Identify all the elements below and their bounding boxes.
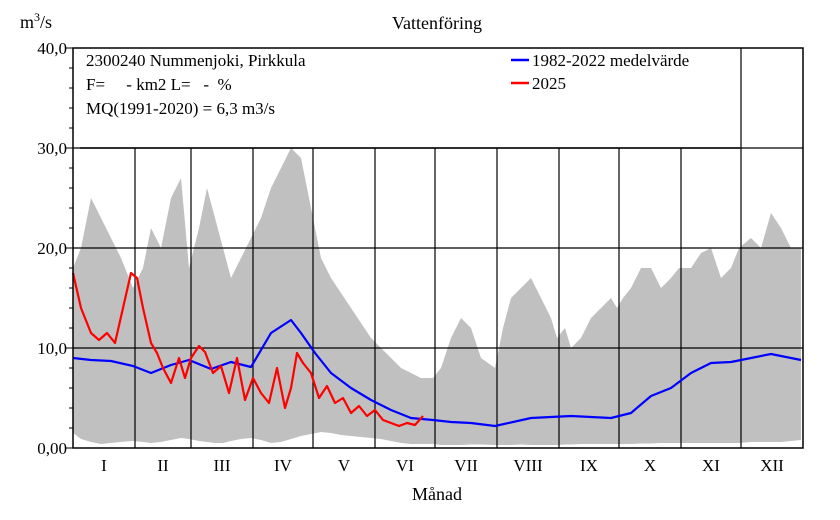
legend-current-label: 2025 xyxy=(532,74,566,93)
legend-mean-label: 1982-2022 medelvärde xyxy=(532,51,689,70)
mean-discharge-info: MQ(1991-2020) = 6,3 m3/s xyxy=(86,99,275,118)
month-label: XII xyxy=(760,456,784,475)
x-axis-label: Månad xyxy=(412,484,462,504)
month-label: VIII xyxy=(513,456,543,475)
y-tick-label: 40,0 xyxy=(37,39,67,58)
legend: 1982-2022 medelvärde 2025 xyxy=(511,51,689,93)
month-label: XI xyxy=(702,456,720,475)
range-band xyxy=(73,148,801,445)
y-tick-label: 30,0 xyxy=(37,139,67,158)
month-label: V xyxy=(338,456,351,475)
current-year-series-line xyxy=(71,271,424,428)
month-label: IV xyxy=(274,456,293,475)
month-label: III xyxy=(214,456,231,475)
area-lake-info: F= - km2 L= - % xyxy=(86,75,232,94)
plot-frame xyxy=(72,47,804,449)
month-label: VII xyxy=(454,456,478,475)
y-tick-label: 0,00 xyxy=(37,439,67,458)
month-label: II xyxy=(157,456,169,475)
month-label: IX xyxy=(580,456,598,475)
mean-series-line xyxy=(72,318,802,428)
y-axis-label: m3/s xyxy=(20,10,52,32)
y-tick-label: 10,0 xyxy=(37,339,67,358)
chart-title: Vattenföring xyxy=(392,13,482,33)
month-label: X xyxy=(644,456,656,475)
month-label: VI xyxy=(396,456,414,475)
month-label: I xyxy=(101,456,107,475)
y-tick-label: 20,0 xyxy=(37,239,67,258)
station-name: 2300240 Nummenjoki, Pirkkula xyxy=(86,51,306,70)
info-box: 2300240 Nummenjoki, Pirkkula F= - km2 L=… xyxy=(86,51,306,118)
